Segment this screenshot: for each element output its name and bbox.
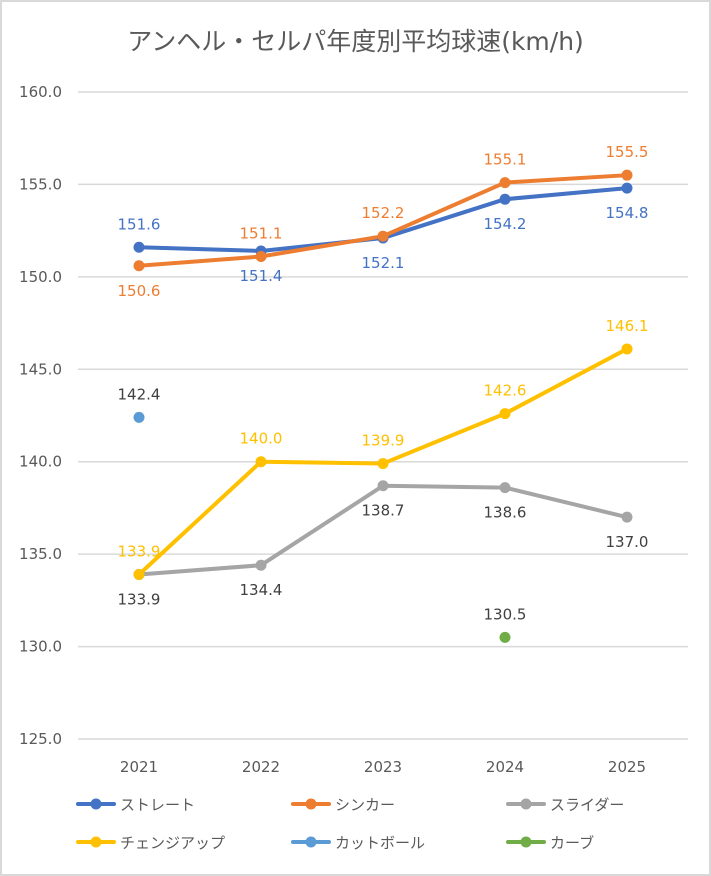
data-label: 152.2 <box>362 204 405 222</box>
legend-item: ストレート <box>76 792 195 816</box>
data-label: 150.6 <box>118 282 161 300</box>
legend-swatch-icon <box>76 836 116 848</box>
legend-label: ストレート <box>120 795 196 814</box>
data-point <box>377 480 389 492</box>
data-point <box>621 511 633 523</box>
legend-label: シンカー <box>335 795 396 814</box>
data-label: 133.9 <box>118 590 161 608</box>
x-tick-label: 2021 <box>120 758 158 776</box>
data-point <box>621 182 633 194</box>
data-point <box>133 411 145 423</box>
y-tick-label: 140.0 <box>19 453 62 471</box>
data-label: 151.1 <box>240 225 283 243</box>
legend-label: カーブ <box>550 833 595 852</box>
legend-label: スライダー <box>550 795 625 814</box>
data-label: 139.9 <box>362 432 405 450</box>
x-tick-label: 2024 <box>486 758 524 776</box>
data-label: 152.1 <box>362 254 405 272</box>
data-label: 137.0 <box>606 533 649 551</box>
data-label: 130.5 <box>484 605 527 623</box>
y-tick-label: 150.0 <box>19 268 62 286</box>
legend-swatch-icon <box>76 798 116 810</box>
data-labels: 151.6 151.4 152.1 154.2 154.8 150.6 151.1 152.2… <box>118 143 649 623</box>
x-axis-ticks: 2021 2022 2023 2024 2025 <box>120 758 646 776</box>
data-label: 151.6 <box>118 215 161 233</box>
y-tick-label: 130.0 <box>19 638 62 656</box>
x-tick-label: 2025 <box>608 758 646 776</box>
series-points <box>133 169 633 643</box>
data-point <box>499 177 511 189</box>
legend-swatch-icon <box>291 798 331 810</box>
y-tick-label: 160.0 <box>19 83 62 101</box>
legend-item: チェンジアップ <box>76 830 225 854</box>
data-label: 142.6 <box>484 382 527 400</box>
data-point <box>377 230 389 242</box>
data-label: 140.0 <box>240 430 283 448</box>
data-label: 154.2 <box>484 215 527 233</box>
data-point <box>621 343 633 355</box>
data-label: 142.4 <box>118 385 161 403</box>
data-point <box>499 631 511 643</box>
data-point <box>621 169 633 181</box>
y-axis-ticks: 125.0 130.0 135.0 140.0 145.0 150.0 155.0 160.0 <box>19 83 62 748</box>
data-point <box>499 408 511 420</box>
data-point <box>133 260 145 272</box>
legend-swatch-icon <box>506 836 546 848</box>
y-tick-label: 135.0 <box>19 545 62 563</box>
chart-title: アンヘル・セルパ年度別平均球速(km/h) <box>127 27 584 56</box>
series-line <box>137 483 629 577</box>
legend-item: シンカー <box>291 792 395 816</box>
legend-label: カットボール <box>335 833 426 852</box>
legend-swatch-icon <box>291 836 331 848</box>
data-label: 133.9 <box>118 542 161 560</box>
legend-item: スライダー <box>506 792 624 816</box>
y-tick-label: 155.0 <box>19 175 62 193</box>
data-label: 134.4 <box>240 581 283 599</box>
legend-swatch-icon <box>506 798 546 810</box>
x-tick-label: 2023 <box>364 758 402 776</box>
data-point <box>255 251 267 263</box>
x-tick-label: 2022 <box>242 758 280 776</box>
data-point <box>499 482 511 494</box>
y-tick-label: 145.0 <box>19 360 62 378</box>
legend-label: チェンジアップ <box>120 833 226 852</box>
data-label: 138.7 <box>362 502 405 520</box>
legend-item: カットボール <box>291 830 425 854</box>
data-label: 155.5 <box>606 143 649 161</box>
data-label: 138.6 <box>484 504 527 522</box>
y-tick-label: 125.0 <box>19 730 62 748</box>
legend-item: カーブ <box>506 830 594 854</box>
data-label: 146.1 <box>606 317 649 335</box>
data-label: 155.1 <box>484 151 527 169</box>
data-label: 151.4 <box>240 267 283 285</box>
data-point <box>255 559 267 571</box>
data-label: 154.8 <box>606 204 649 222</box>
gridlines <box>78 91 688 740</box>
data-point <box>255 456 267 468</box>
data-point <box>133 241 145 253</box>
data-point <box>377 458 389 470</box>
data-point <box>499 193 511 205</box>
data-point <box>133 568 145 580</box>
